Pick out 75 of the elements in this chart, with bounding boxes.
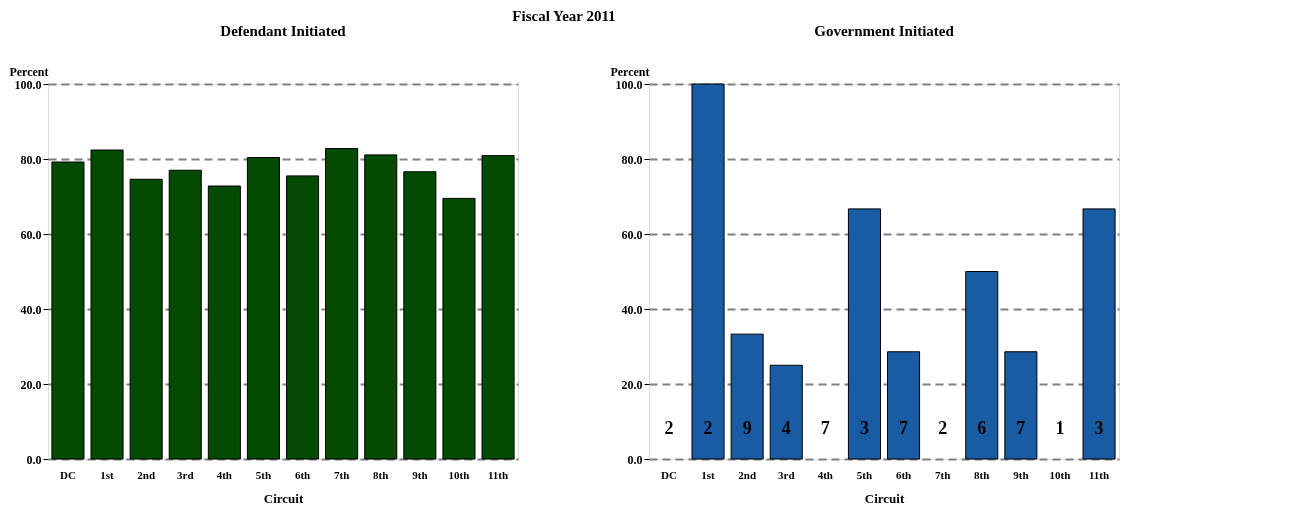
bar [769, 364, 803, 460]
bar [442, 197, 476, 460]
x-tick-label: 6th [895, 468, 912, 481]
bar [730, 333, 764, 460]
bar [691, 83, 725, 460]
y-tick-label: 100.0 [14, 77, 42, 92]
bar [325, 148, 359, 460]
x-tick-label: 5th [856, 468, 873, 481]
annotation: 6 [977, 418, 987, 438]
bar [90, 149, 124, 460]
bar [1004, 351, 1038, 460]
bar [481, 155, 515, 460]
x-tick-label: 3rd [177, 468, 194, 481]
x-tick-label: 7th [935, 468, 951, 481]
x-tick-label: 6th [294, 468, 311, 481]
x-tick-label: 3rd [778, 468, 795, 481]
bar [246, 157, 280, 460]
y-tick-label: 20.0 [621, 377, 643, 392]
x-tick-label: 11th [487, 468, 509, 481]
y-tick-label: 60.0 [20, 227, 42, 242]
y-axis-title: Percent [610, 64, 650, 79]
y-tick-label: 0.0 [26, 452, 42, 467]
bar [286, 175, 320, 460]
annotation: 7 [820, 418, 830, 438]
x-tick-label: 2nd [137, 468, 156, 481]
x-tick-label: 1st [100, 468, 115, 481]
annotation: 9 [742, 418, 752, 438]
y-axis-title: Percent [9, 64, 49, 79]
x-tick-label: 10th [448, 468, 470, 481]
bar [129, 178, 163, 460]
x-tick-label: 7th [334, 468, 350, 481]
annotation: 2 [703, 418, 713, 438]
y-tick-label: 80.0 [20, 152, 42, 167]
annotation: 1 [1055, 418, 1065, 438]
y-tick-label: 80.0 [621, 152, 643, 167]
bar [887, 351, 921, 460]
y-tick-label: 0.0 [627, 452, 643, 467]
x-tick-label: 2nd [738, 468, 757, 481]
x-tick-label: 8th [974, 468, 990, 481]
x-tick-label: 9th [412, 468, 428, 481]
bar [168, 169, 202, 460]
x-tick-label: 8th [373, 468, 389, 481]
y-tick-label: 60.0 [621, 227, 643, 242]
x-axis-title: Circuit [263, 490, 304, 506]
x-tick-label: 10th [1049, 468, 1071, 481]
chart-title: Defendant Initiated [220, 23, 347, 39]
x-tick-label: 4th [817, 468, 833, 481]
x-tick-label: 9th [1013, 468, 1029, 481]
annotation: 3 [1094, 418, 1104, 438]
bar [207, 185, 241, 460]
annotation: 2 [938, 418, 948, 438]
chart-title: Government Initiated [814, 23, 955, 39]
x-tick-label: DC [661, 468, 677, 481]
bar [51, 161, 85, 460]
annotation: 7 [1016, 418, 1026, 438]
y-tick-label: 40.0 [621, 302, 643, 317]
bar [1082, 208, 1116, 460]
x-tick-label: 4th [216, 468, 232, 481]
annotation: 3 [859, 418, 869, 438]
x-tick-label: 1st [701, 468, 716, 481]
bar [965, 271, 999, 460]
x-tick-label: 5th [255, 468, 272, 481]
y-tick-label: 100.0 [615, 77, 643, 92]
bar [364, 154, 398, 460]
text: Fiscal Year 2011 [512, 7, 616, 24]
annotation: 4 [781, 418, 791, 438]
x-tick-label: DC [60, 468, 76, 481]
y-tick-label: 40.0 [20, 302, 42, 317]
x-tick-label: 11th [1088, 468, 1110, 481]
annotation: 7 [899, 418, 909, 438]
bar [403, 171, 437, 460]
bar [847, 208, 881, 460]
annotation: 2 [664, 418, 674, 438]
y-tick-label: 20.0 [20, 377, 42, 392]
x-axis-title: Circuit [864, 490, 905, 506]
